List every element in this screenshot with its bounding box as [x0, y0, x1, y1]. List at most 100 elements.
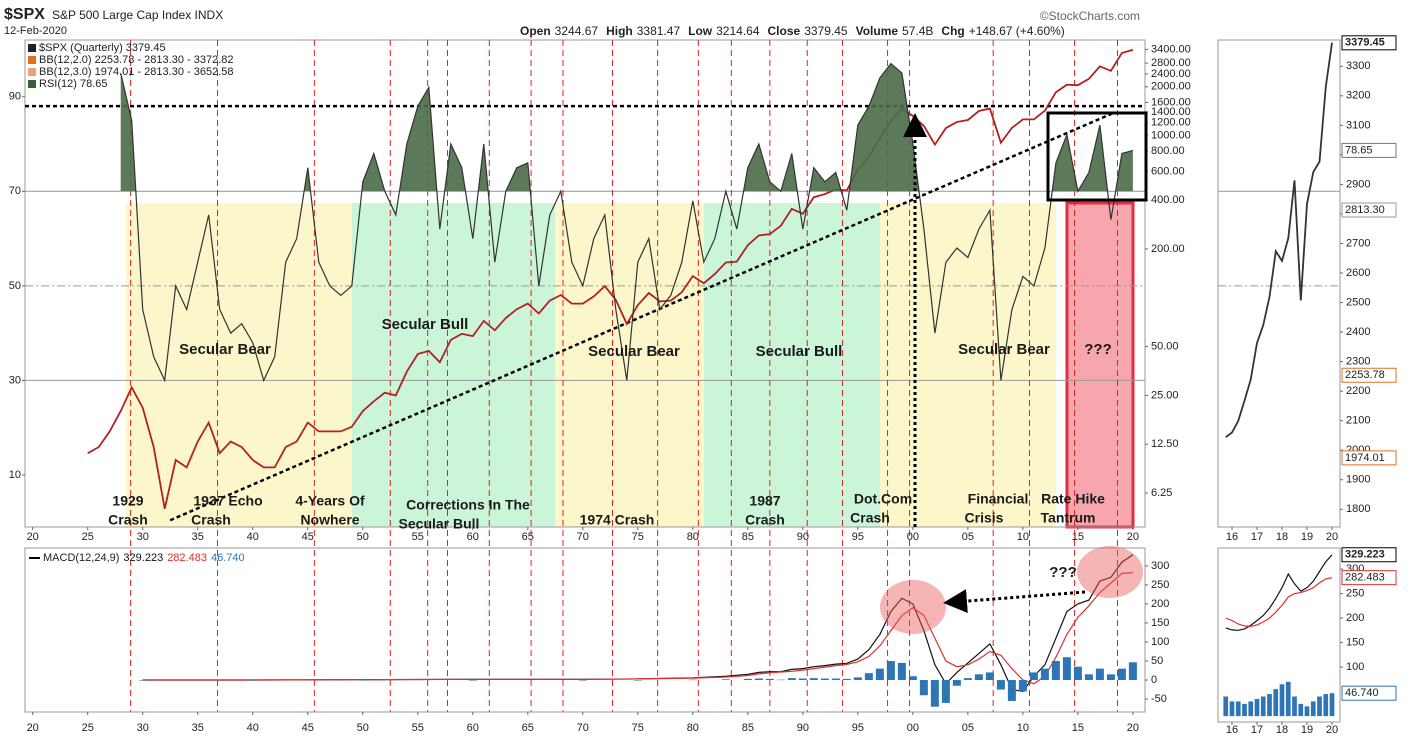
x-tick-label: 85	[742, 722, 754, 734]
y-tick-label: 100	[1346, 661, 1364, 673]
value-flag	[1341, 202, 1397, 218]
y2-tick-label: 1600.00	[1151, 96, 1191, 108]
x-tick-label: 00	[907, 531, 919, 543]
histogram-bar	[138, 680, 147, 681]
rsi-area	[120, 63, 1133, 192]
value-flag-label: 3379.45	[1345, 37, 1385, 49]
histogram-bar	[248, 680, 257, 681]
x-tick-label: 60	[467, 722, 479, 734]
y2-tick-label: 3100	[1346, 119, 1370, 131]
x-tick-label: 95	[852, 722, 864, 734]
highlight-box	[1046, 111, 1148, 202]
annotations: Secular Bear Secular Bull Secular Bear S…	[108, 111, 1148, 634]
panel-frame	[1217, 547, 1341, 723]
histogram-bar	[1040, 668, 1049, 681]
event-label: Crash	[191, 512, 231, 528]
stat-value: +148.67 (+4.60%)	[969, 24, 1065, 38]
event-label: Rate Hike	[1041, 491, 1105, 507]
region-label: Secular Bear	[958, 341, 1050, 358]
y2-tick-label: 400.00	[1151, 194, 1185, 206]
stat-value: 3244.67	[555, 24, 599, 38]
y2-tick-label: 200.00	[1151, 243, 1185, 255]
legend-label: MACD(12,24,9)	[43, 552, 119, 564]
x-tick-label: 60	[467, 531, 479, 543]
unknown-region	[1065, 201, 1135, 529]
stat-value: 3379.45	[804, 24, 848, 38]
y2-tick-label: 50.00	[1151, 340, 1179, 352]
symbol: $SPX	[4, 6, 45, 23]
y-tick-label: 150	[1346, 637, 1364, 649]
region-label: Secular Bull	[756, 343, 843, 360]
series-line	[1225, 554, 1333, 631]
histogram-bar	[1018, 680, 1027, 692]
x-tick-label: 55	[412, 722, 424, 734]
x-tick-label: 35	[192, 531, 204, 543]
highlight-circle	[1077, 546, 1143, 598]
histogram-bar	[1051, 661, 1060, 681]
arrow	[943, 589, 1086, 614]
stat-label: Chg	[941, 24, 964, 38]
histogram-bar	[820, 678, 829, 681]
histogram-bar	[996, 680, 1005, 690]
y2-tick-label: 2300	[1346, 356, 1370, 368]
x-tick-label: 20	[1127, 531, 1139, 543]
x-tick-label: 17	[1251, 724, 1263, 736]
value-flag	[1341, 547, 1397, 563]
histogram-bar	[1260, 696, 1266, 717]
event-label: Nowhere	[300, 512, 359, 528]
x-tick-label: 35	[192, 722, 204, 734]
x-tick-label: 20	[1127, 722, 1139, 734]
event-label: 1974 Crash	[580, 512, 655, 528]
x-tick-label: 10	[1017, 531, 1029, 543]
x-tick-label: 05	[962, 531, 974, 543]
y2-tick-label: 2600	[1346, 267, 1370, 279]
x-tick-label: 40	[247, 722, 259, 734]
x-tick-label: 16	[1226, 531, 1238, 543]
x-tick-label: 70	[577, 722, 589, 734]
histogram-bar	[930, 680, 939, 707]
macd-note: ???	[1049, 564, 1077, 581]
y-tick-label: 50	[1151, 655, 1163, 667]
price-stats: Open 3244.67 High 3381.47 Low 3214.64 Close 337…	[520, 24, 1065, 38]
y-tick-label: 70	[9, 185, 21, 197]
histogram-bar	[468, 680, 477, 681]
y2-tick-label: 6.25	[1151, 487, 1172, 499]
histogram-bar	[886, 661, 895, 681]
histogram-bar	[1106, 674, 1115, 681]
y2-tick-label: 2100	[1346, 415, 1370, 427]
y2-tick-label: 600.00	[1151, 165, 1185, 177]
histogram-bar	[1298, 703, 1304, 717]
stat-value: 3381.47	[637, 24, 681, 38]
histogram-bar	[941, 680, 950, 703]
histogram-bar	[1267, 694, 1272, 717]
legend-label: RSI(12) 78.65	[39, 78, 107, 90]
source: ©StockCharts.com	[1040, 9, 1140, 23]
x-tick-label: 18	[1276, 531, 1288, 543]
x-tick-label: 20	[27, 722, 39, 734]
y-tick-label: 250	[1346, 587, 1364, 599]
x-tick-label: 95	[852, 531, 864, 543]
histogram-bar	[864, 673, 873, 681]
event-label: Tantrum	[1041, 510, 1096, 526]
value-flag	[1341, 367, 1397, 383]
histogram-bar	[952, 680, 961, 686]
histogram-bar	[1279, 684, 1285, 717]
y2-tick-label: 2800.00	[1151, 57, 1191, 69]
histogram-bar	[1223, 696, 1229, 717]
y2-tick-label: 1000.00	[1151, 129, 1191, 141]
x-tick-label: 75	[632, 531, 644, 543]
highlight-circle	[880, 580, 946, 634]
region-label: Secular Bear	[179, 341, 271, 358]
y-tick-label: 100	[1151, 636, 1169, 648]
bull-region	[704, 203, 880, 527]
x-tick-label: 80	[687, 722, 699, 734]
y-tick-label: 0	[1151, 674, 1157, 686]
value-flag-label: 329.223	[1345, 549, 1385, 561]
x-tick-label: 40	[247, 531, 259, 543]
region-label: ???	[1084, 341, 1112, 358]
panel-frame	[24, 39, 1146, 528]
histogram-bar	[1073, 666, 1082, 681]
y2-tick-label: 2700	[1346, 237, 1370, 249]
x-tick-label: 10	[1017, 722, 1029, 734]
